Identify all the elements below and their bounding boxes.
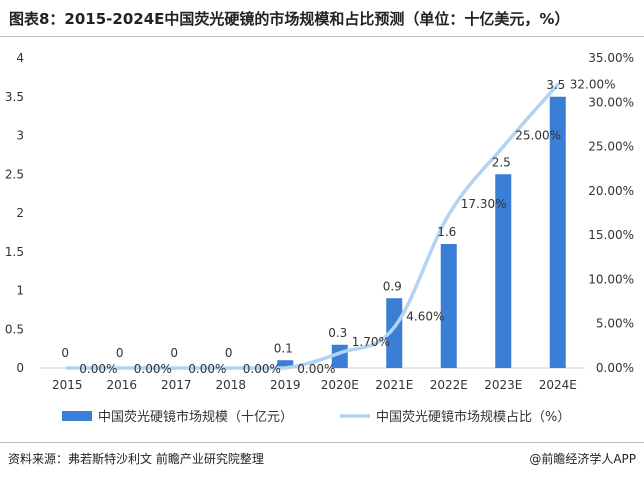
line-value-label: 0.00% <box>134 362 172 376</box>
y-left-tick-label: 1 <box>16 284 24 298</box>
x-tick-label: 2024E <box>539 378 577 392</box>
x-tick-label: 2016 <box>106 378 137 392</box>
y-right-tick-label: 20.00% <box>588 184 634 198</box>
bar-value-label: 0 <box>116 346 124 360</box>
line-value-label: 0.00% <box>243 362 281 376</box>
legend: 中国荧光硬镜市场规模（十亿元） 中国荧光硬镜市场规模占比（%） <box>62 409 570 425</box>
y-right-tick-label: 30.00% <box>588 95 634 109</box>
x-tick-label: 2022E <box>430 378 468 392</box>
line-value-label: 4.60% <box>406 309 444 323</box>
line-value-label: 0.00% <box>188 362 226 376</box>
x-tick-label: 2021E <box>375 378 413 392</box>
title-divider <box>0 36 644 37</box>
line-value-label: 1.70% <box>352 335 390 349</box>
chart: 0 0.5 1 1.5 2 2.5 3 3.5 4 0.00% 5.00% 10.00% 15.00%… <box>5 51 634 425</box>
y-right-tick-label: 15.00% <box>588 228 634 242</box>
x-tick-label: 2023E <box>484 378 522 392</box>
y-left-tick-label: 4 <box>16 51 24 65</box>
y-left-axis: 0 0.5 1 1.5 2 2.5 3 3.5 4 <box>5 51 24 375</box>
x-tick-label: 2019 <box>270 378 301 392</box>
line-value-label: 0.00% <box>297 362 335 376</box>
x-tick-label: 2018 <box>215 378 246 392</box>
legend-line-label: 中国荧光硬镜市场规模占比（%） <box>376 409 570 425</box>
bar-value-label: 0.1 <box>274 341 293 355</box>
bar-value-label: 0.3 <box>328 326 347 340</box>
x-tick-label: 2015 <box>52 378 83 392</box>
bar-value-labels: 0 0 0 0 0.1 0.3 0.9 1.6 2.5 3.5 <box>61 78 565 360</box>
y-right-tick-label: 10.00% <box>588 272 634 286</box>
brand-credit: @前瞻经济学人APP <box>529 452 636 466</box>
y-left-tick-label: 3.5 <box>5 90 24 104</box>
line-value-labels: 0.00% 0.00% 0.00% 0.00% 0.00% 1.70% 4.60% 17.30… <box>79 78 615 376</box>
y-left-tick-label: 2 <box>16 206 24 220</box>
line-value-label: 0.00% <box>79 362 117 376</box>
source-note: 资料来源：弗若斯特沙利文 前瞻产业研究院整理 <box>8 452 264 466</box>
bar-value-label: 0 <box>61 346 69 360</box>
bar-value-label: 3.5 <box>546 78 565 92</box>
x-tick-label: 2017 <box>161 378 192 392</box>
bar <box>440 244 457 368</box>
bar <box>277 360 294 368</box>
y-left-tick-label: 0.5 <box>5 322 24 336</box>
line-value-label: 17.30% <box>461 197 507 211</box>
bar-value-label: 2.5 <box>492 155 511 169</box>
x-axis: 2015 2016 2017 2018 2019 2020E 2021E 2022E 2023E… <box>52 378 577 392</box>
bar-series <box>277 96 566 368</box>
y-left-tick-label: 2.5 <box>5 167 24 181</box>
y-left-tick-label: 3 <box>16 129 24 143</box>
y-left-tick-label: 1.5 <box>5 245 24 259</box>
bar-value-label: 0 <box>225 346 233 360</box>
y-right-axis: 0.00% 5.00% 10.00% 15.00% 20.00% 25.00% 30.00%… <box>588 51 634 375</box>
share-line <box>65 82 560 370</box>
line-value-label: 32.00% <box>570 78 616 92</box>
bar <box>495 174 512 368</box>
x-tick-label: 2020E <box>321 378 359 392</box>
bar <box>386 298 403 368</box>
bar <box>549 96 566 368</box>
chart-title: 图表8：2015-2024E中国荧光硬镜的市场规模和占比预测（单位：十亿美元，%… <box>9 10 570 28</box>
y-right-tick-label: 35.00% <box>588 51 634 65</box>
y-right-tick-label: 5.00% <box>596 317 634 331</box>
legend-bar-label: 中国荧光硬镜市场规模（十亿元） <box>98 409 293 425</box>
bar-value-label: 0.9 <box>383 279 402 293</box>
y-right-tick-label: 25.00% <box>588 140 634 154</box>
bar-value-label: 1.6 <box>437 225 456 239</box>
legend-bar-swatch <box>62 411 92 421</box>
y-right-tick-label: 0.00% <box>596 361 634 375</box>
bar-value-label: 0 <box>170 346 178 360</box>
line-value-label: 25.00% <box>515 129 561 143</box>
y-left-tick-label: 0 <box>16 361 24 375</box>
footer-divider <box>0 442 644 443</box>
